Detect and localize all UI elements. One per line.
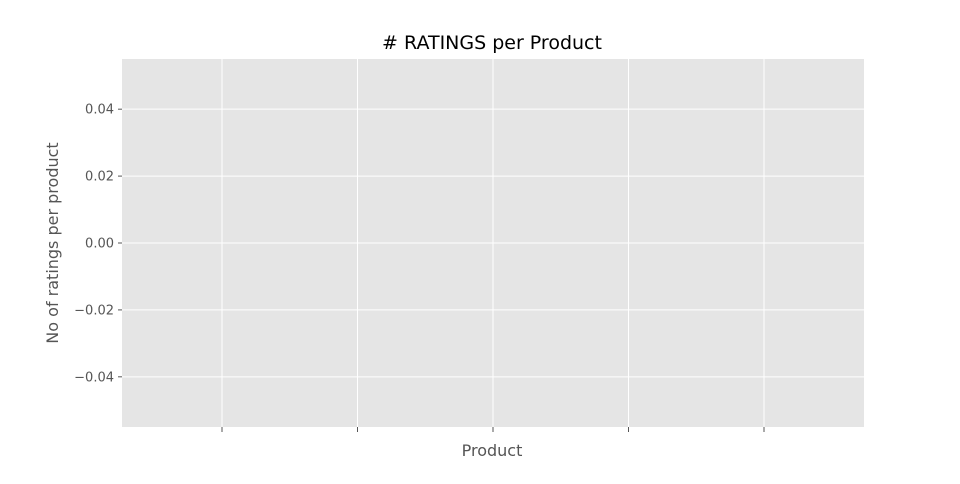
- y-tick-label: 0.02: [85, 170, 114, 185]
- y-tick-label: −0.04: [74, 370, 114, 385]
- chart-title: # RATINGS per Product: [382, 32, 602, 54]
- grid-layer: [122, 59, 864, 427]
- x-axis-title: Product: [462, 441, 523, 460]
- y-tick-label: −0.02: [74, 303, 114, 318]
- y-axis-title: No of ratings per product: [43, 142, 62, 343]
- y-tick-label: 0.04: [85, 103, 114, 118]
- y-tick-label: 0.00: [85, 237, 114, 252]
- tick-layer: 0.04 0.02 0.00 −0.02 −0.04: [74, 103, 765, 432]
